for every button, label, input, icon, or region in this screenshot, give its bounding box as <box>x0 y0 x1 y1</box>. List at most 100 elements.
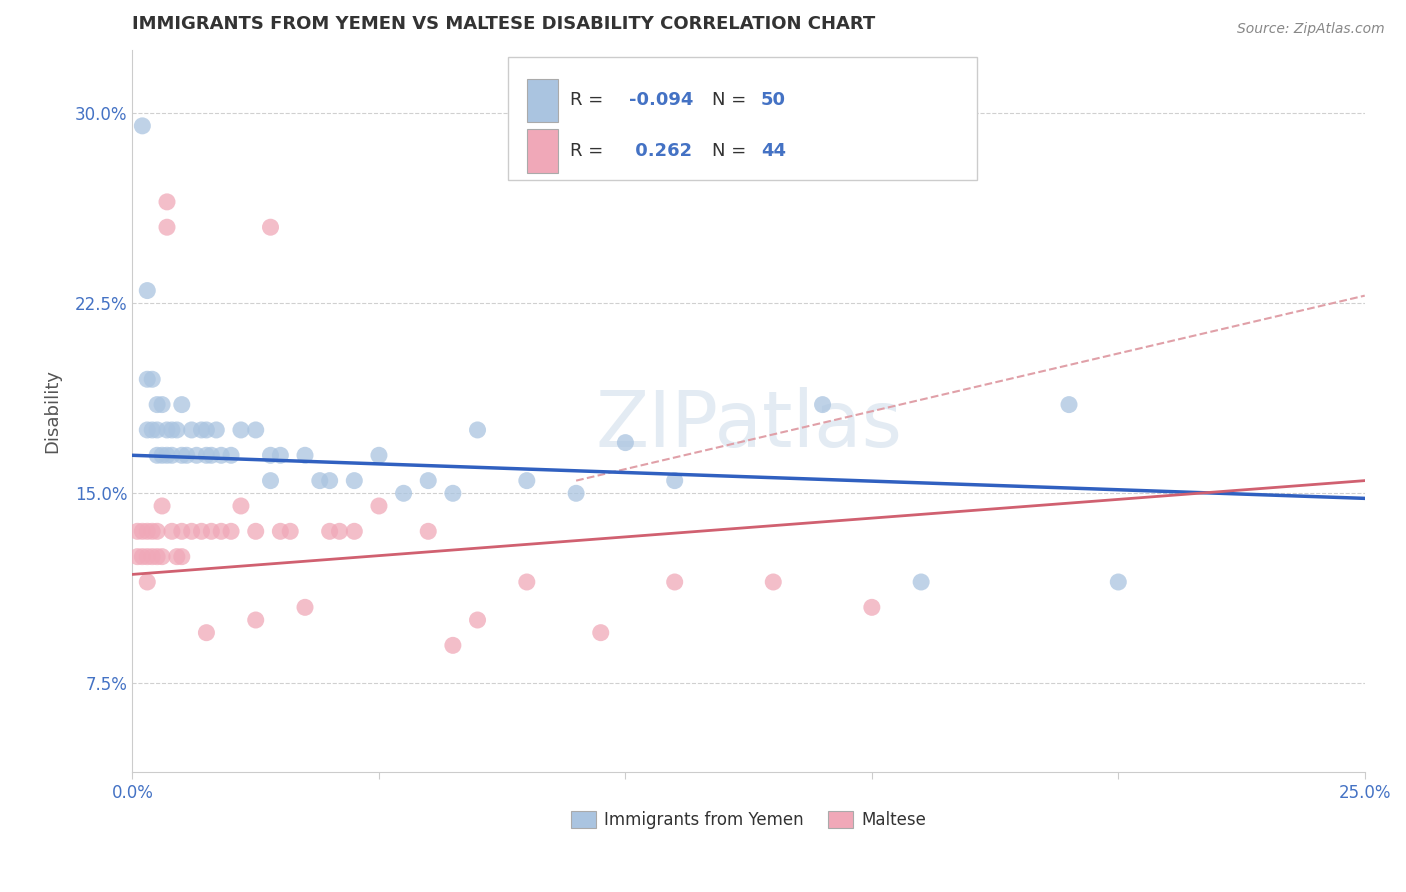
Point <box>516 474 538 488</box>
Text: IMMIGRANTS FROM YEMEN VS MALTESE DISABILITY CORRELATION CHART: IMMIGRANTS FROM YEMEN VS MALTESE DISABIL… <box>132 15 876 33</box>
Point <box>328 524 350 539</box>
Text: -0.094: -0.094 <box>628 91 693 110</box>
Point <box>150 448 173 462</box>
Point <box>160 448 183 462</box>
Point <box>127 549 149 564</box>
Point <box>136 284 159 298</box>
Point <box>343 524 366 539</box>
Text: N =: N = <box>711 91 752 110</box>
Point <box>392 486 415 500</box>
Point <box>190 524 212 539</box>
Point <box>860 600 883 615</box>
Point <box>170 398 193 412</box>
Point <box>811 398 834 412</box>
Point <box>418 524 440 539</box>
Point <box>150 549 173 564</box>
Point <box>294 448 316 462</box>
Point <box>156 220 179 235</box>
Point <box>229 499 252 513</box>
FancyBboxPatch shape <box>527 129 558 173</box>
Point <box>156 194 179 209</box>
Point <box>219 448 242 462</box>
Text: N =: N = <box>711 142 752 160</box>
Point <box>146 448 169 462</box>
Point <box>131 524 153 539</box>
Point <box>1057 398 1080 412</box>
Point <box>209 448 232 462</box>
Point <box>195 625 218 640</box>
Point <box>259 448 281 462</box>
Point <box>180 423 202 437</box>
Point <box>190 423 212 437</box>
Point <box>614 435 637 450</box>
Point <box>170 549 193 564</box>
Point <box>467 423 489 437</box>
Text: Source: ZipAtlas.com: Source: ZipAtlas.com <box>1237 22 1385 37</box>
Point <box>259 474 281 488</box>
Text: 50: 50 <box>761 91 786 110</box>
Point <box>762 574 785 589</box>
Point <box>200 524 222 539</box>
Point <box>589 625 612 640</box>
Point <box>278 524 301 539</box>
FancyBboxPatch shape <box>527 78 558 122</box>
Point <box>664 574 686 589</box>
Point <box>146 549 169 564</box>
Point <box>131 549 153 564</box>
Point <box>664 474 686 488</box>
Point <box>136 372 159 386</box>
Point <box>166 549 188 564</box>
Point <box>294 600 316 615</box>
Point <box>136 524 159 539</box>
Point <box>245 524 267 539</box>
Text: R =: R = <box>569 91 609 110</box>
Point <box>910 574 932 589</box>
Point <box>229 423 252 437</box>
Point <box>441 486 464 500</box>
Point <box>209 524 232 539</box>
Point <box>441 638 464 652</box>
Point <box>1107 574 1129 589</box>
Point <box>180 524 202 539</box>
Point <box>418 474 440 488</box>
Point <box>150 398 173 412</box>
Point <box>141 372 163 386</box>
Point <box>136 549 159 564</box>
Point <box>136 574 159 589</box>
Point <box>318 524 340 539</box>
Point <box>186 448 208 462</box>
Point <box>160 423 183 437</box>
Text: 0.262: 0.262 <box>628 142 692 160</box>
Point <box>467 613 489 627</box>
Text: 44: 44 <box>761 142 786 160</box>
Point <box>269 448 291 462</box>
Point <box>146 398 169 412</box>
Point <box>146 423 169 437</box>
Point <box>368 448 391 462</box>
Point <box>219 524 242 539</box>
Point <box>245 423 267 437</box>
Point <box>131 119 153 133</box>
Point <box>146 524 169 539</box>
Point <box>259 220 281 235</box>
Point <box>269 524 291 539</box>
Point <box>170 448 193 462</box>
Point <box>141 423 163 437</box>
Point <box>136 423 159 437</box>
Point <box>245 613 267 627</box>
Point <box>516 574 538 589</box>
Point <box>308 474 330 488</box>
Point <box>141 549 163 564</box>
Point <box>156 448 179 462</box>
Point <box>127 524 149 539</box>
Legend: Immigrants from Yemen, Maltese: Immigrants from Yemen, Maltese <box>564 805 934 836</box>
Point <box>150 499 173 513</box>
Text: R =: R = <box>569 142 609 160</box>
Point <box>318 474 340 488</box>
Point <box>176 448 198 462</box>
Point <box>368 499 391 513</box>
FancyBboxPatch shape <box>509 57 977 180</box>
Point <box>166 423 188 437</box>
Point <box>195 423 218 437</box>
Y-axis label: Disability: Disability <box>44 369 60 453</box>
